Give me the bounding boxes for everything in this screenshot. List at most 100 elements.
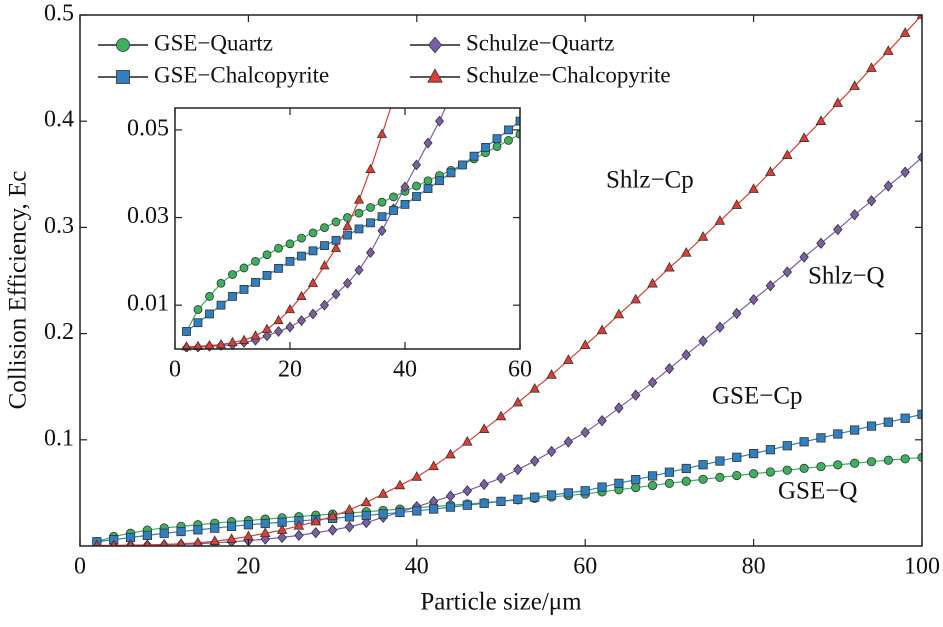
- marker: [394, 479, 406, 490]
- marker: [462, 436, 473, 446]
- marker: [900, 413, 910, 423]
- marker: [698, 460, 708, 470]
- marker: [681, 349, 691, 361]
- data-layer: [181, 108, 520, 352]
- x-tick-label: 40: [405, 554, 429, 580]
- marker: [365, 247, 376, 259]
- marker: [277, 531, 287, 544]
- marker: [205, 309, 214, 319]
- marker: [445, 490, 456, 502]
- marker: [361, 516, 372, 529]
- annotation: GSE−Q: [778, 478, 857, 505]
- marker: [423, 176, 433, 186]
- legend-item: Schulze−Chalcopyrite: [410, 62, 671, 87]
- marker: [142, 530, 152, 540]
- marker: [262, 270, 272, 280]
- marker: [900, 166, 910, 178]
- marker: [310, 515, 322, 526]
- marker: [833, 429, 843, 439]
- legend-item: GSE−Quartz: [98, 30, 273, 55]
- marker: [579, 339, 591, 350]
- annotation: Shlz−Q: [808, 263, 885, 290]
- marker: [296, 315, 307, 326]
- marker: [479, 498, 489, 508]
- y-tick-label: 0.1: [44, 425, 74, 451]
- marker: [883, 45, 894, 55]
- marker: [850, 458, 860, 468]
- marker: [883, 455, 893, 465]
- marker: [354, 224, 364, 234]
- marker: [681, 463, 691, 474]
- marker: [412, 506, 422, 516]
- marker: [192, 536, 203, 546]
- marker: [782, 266, 793, 278]
- marker: [110, 539, 118, 546]
- marker: [377, 197, 387, 207]
- marker: [479, 478, 489, 491]
- marker: [732, 470, 742, 481]
- marker: [160, 538, 169, 546]
- marker: [630, 293, 642, 304]
- marker: [377, 212, 387, 222]
- marker: [462, 500, 472, 510]
- marker: [732, 307, 742, 320]
- marker: [469, 151, 479, 161]
- inset-plot: 0 20 40 60 0.01 0.03 0.05: [127, 107, 532, 383]
- marker: [458, 160, 467, 170]
- marker: [849, 208, 860, 221]
- marker: [377, 225, 387, 237]
- marker: [435, 176, 444, 186]
- marker: [647, 471, 658, 481]
- marker: [389, 206, 398, 215]
- marker: [664, 478, 675, 488]
- marker: [563, 436, 574, 448]
- marker: [327, 510, 338, 521]
- marker: [227, 336, 238, 347]
- marker: [215, 338, 227, 349]
- marker: [361, 510, 371, 521]
- marker: [327, 524, 338, 536]
- marker: [273, 314, 284, 325]
- legend-label: Schulze−Chalcopyrite: [466, 62, 671, 87]
- marker: [563, 488, 573, 498]
- annotation: Shlz−Cp: [606, 167, 694, 194]
- marker: [261, 323, 273, 333]
- marker: [580, 486, 590, 496]
- marker: [512, 396, 524, 407]
- marker: [412, 181, 421, 191]
- marker: [366, 203, 375, 212]
- marker: [251, 256, 260, 266]
- marker: [276, 524, 288, 534]
- marker: [714, 215, 726, 225]
- marker: [546, 369, 557, 379]
- marker: [546, 490, 557, 500]
- x-tick-label: 100: [904, 554, 940, 580]
- marker: [731, 199, 743, 209]
- marker: [395, 507, 405, 518]
- marker: [782, 441, 792, 451]
- marker: [681, 476, 691, 486]
- axes-frame: [79, 14, 923, 547]
- marker: [116, 38, 130, 52]
- marker: [530, 492, 540, 502]
- x-tick-label: 0: [169, 357, 181, 383]
- marker: [504, 136, 513, 145]
- y-tick-label: 0.05: [127, 115, 169, 141]
- marker: [513, 463, 523, 476]
- marker: [360, 496, 372, 507]
- marker: [513, 494, 523, 504]
- marker: [353, 194, 365, 204]
- marker: [596, 324, 608, 335]
- y-axis-label: Collision Efficiency, Ec: [5, 171, 32, 410]
- marker: [866, 195, 877, 207]
- marker: [284, 303, 296, 314]
- marker: [529, 455, 540, 467]
- marker: [580, 426, 590, 439]
- marker: [492, 142, 502, 151]
- marker: [344, 512, 355, 522]
- x-tick-label: 40: [393, 357, 417, 383]
- marker: [400, 199, 410, 209]
- marker: [296, 290, 307, 301]
- marker: [344, 521, 355, 533]
- marker: [916, 15, 922, 19]
